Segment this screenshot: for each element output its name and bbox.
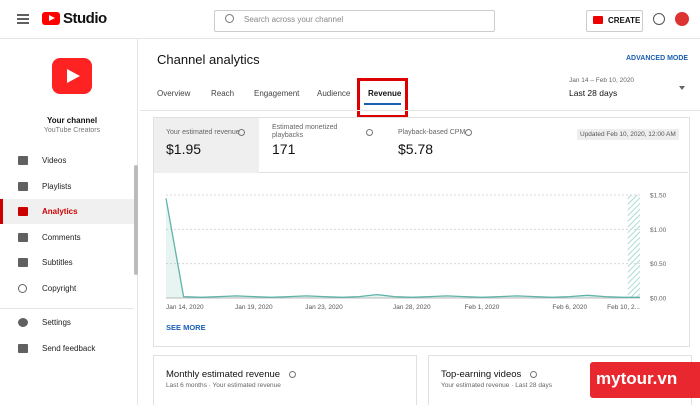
card-title: Monthly estimated revenue	[166, 369, 281, 380]
x-tick-label: Jan 28, 2020	[393, 304, 431, 311]
scrollbar	[134, 165, 138, 275]
metric-label: Your estimated revenue	[166, 129, 240, 136]
tab[interactable]: Engagement	[254, 89, 300, 98]
nav-item[interactable]: Videos	[42, 156, 67, 165]
create-label: CREATE	[608, 16, 641, 25]
help-button[interactable]	[653, 13, 665, 25]
copyright-icon	[18, 284, 27, 293]
card-subtitle: Your estimated revenue · Last 28 days	[441, 382, 553, 389]
metric-label: Estimated monetized playbacks	[272, 124, 338, 139]
y-tick-label: $0.50	[650, 261, 667, 268]
search-icon	[225, 14, 234, 23]
active-nav-bar	[0, 199, 3, 224]
nav-item[interactable]: Subtitles	[42, 258, 73, 267]
tab-underline	[364, 103, 401, 105]
tab-active[interactable]: Revenue	[368, 89, 402, 98]
channel-name: Your channel	[46, 116, 98, 125]
y-tick-label: $1.50	[650, 193, 667, 200]
nav-item[interactable]: Send feedback	[42, 344, 96, 353]
tab[interactable]: Reach	[211, 89, 235, 98]
create-icon	[593, 16, 603, 24]
see-more[interactable]: SEE MORE	[166, 323, 206, 332]
metric-selected-bg	[154, 118, 259, 173]
channel-subtitle: YouTube Creators	[43, 127, 101, 134]
info-icon[interactable]	[530, 371, 537, 378]
date-range: Jan 14 – Feb 10, 2020	[569, 77, 635, 84]
card-title: Top-earning videos	[441, 369, 522, 380]
chart-card	[153, 117, 690, 347]
nav-item[interactable]: Analytics	[42, 207, 78, 216]
search-box[interactable]	[214, 10, 495, 32]
logo-play	[49, 15, 55, 21]
nav-item[interactable]: Copyright	[42, 284, 77, 293]
comments-icon	[18, 233, 28, 242]
metric-value: $1.95	[166, 141, 202, 157]
settings-icon	[18, 318, 28, 327]
create-button[interactable]	[586, 10, 643, 32]
partial-day-hatch	[627, 195, 640, 298]
line	[165, 198, 640, 298]
updated-badge: Updated Feb 10, 2020, 12:00 AM	[577, 129, 679, 140]
top-bar	[0, 0, 700, 39]
x-tick-label: Jan 23, 2020	[305, 304, 343, 311]
app-name: Studio	[63, 10, 107, 27]
highlight-box	[357, 78, 408, 118]
period-dropdown[interactable]	[679, 86, 685, 90]
info-icon[interactable]	[366, 129, 373, 136]
info-icon[interactable]	[238, 129, 245, 136]
page-title: Channel analytics	[157, 52, 260, 67]
period[interactable]: Last 28 days	[569, 88, 618, 98]
tab[interactable]: Overview	[157, 89, 191, 98]
analytics-icon	[18, 207, 28, 216]
menu-button[interactable]	[17, 14, 29, 16]
x-tick-label: Feb 10, 2...	[607, 304, 640, 311]
x-tick-label: Feb 6, 2020	[552, 304, 587, 311]
info-icon[interactable]	[289, 371, 296, 378]
nav-item[interactable]: Playlists	[42, 182, 72, 191]
x-tick-label: Jan 14, 2020	[166, 304, 204, 311]
account-avatar[interactable]	[675, 12, 689, 26]
metric-value: $5.78	[398, 141, 434, 157]
card-subtitle: Last 6 months · Your estimated revenue	[166, 382, 281, 389]
subtitles-icon	[18, 258, 28, 267]
sidebar-divider	[0, 308, 134, 309]
y-tick-label: $0.00	[650, 296, 667, 303]
feedback-icon	[18, 344, 28, 353]
videos-icon	[18, 156, 28, 165]
y-tick-label: $1.00	[650, 227, 667, 234]
metric-divider	[259, 172, 688, 173]
metric-value: 171	[272, 141, 296, 157]
x-tick-label: Feb 1, 2020	[465, 304, 500, 311]
info-icon[interactable]	[465, 129, 472, 136]
area	[166, 198, 640, 298]
tabs-divider	[140, 110, 700, 111]
tab[interactable]: Audience	[317, 89, 351, 98]
nav-item[interactable]: Comments	[42, 233, 81, 242]
playlists-icon	[18, 182, 28, 191]
card	[153, 355, 417, 405]
watermark: mytour.vn	[596, 369, 678, 388]
watermark-bg	[590, 362, 700, 398]
x-tick-label: Jan 19, 2020	[235, 304, 273, 311]
advanced-mode[interactable]: ADVANCED MODE	[626, 55, 689, 62]
avatar-play	[67, 69, 80, 83]
nav-item[interactable]: Settings	[42, 318, 71, 327]
search-placeholder: Search across your channel	[244, 15, 344, 24]
metric-label: Playback-based CPM	[398, 129, 466, 136]
